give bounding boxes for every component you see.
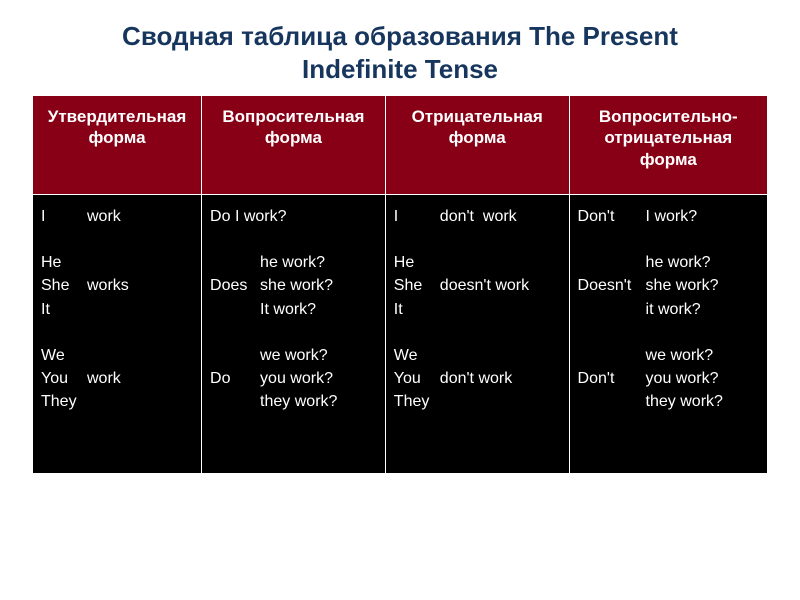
- q-i: Do I work?: [210, 205, 337, 228]
- table-body-row: I He She It We You They work: [33, 194, 768, 473]
- ni-dont-1: Don't: [578, 205, 636, 228]
- table-header-row: Утвердительная форма Вопросительная форм…: [33, 96, 768, 195]
- npr-he: He: [394, 251, 430, 274]
- q-she: she work?: [260, 274, 337, 297]
- ni-doesnt: Doesn't: [578, 274, 636, 297]
- pr-she: She: [41, 274, 77, 297]
- aux-does: Does: [210, 274, 250, 297]
- aff-pronouns: I He She It We You They: [41, 205, 77, 414]
- q-it: It work?: [260, 298, 337, 321]
- aux-dont-2: don't: [440, 370, 474, 387]
- nq-we: we work?: [646, 344, 723, 367]
- npr-we: We: [394, 344, 430, 367]
- header-negative: Отрицательная форма: [385, 96, 569, 195]
- pr-we: We: [41, 344, 77, 367]
- npr-you: You: [394, 367, 430, 390]
- ni-aux: Don't Doesn't Don't: [578, 205, 636, 414]
- q-you: you work?: [260, 367, 337, 390]
- slide-title: Сводная таблица образования The Present …: [32, 20, 768, 85]
- pr-they: They: [41, 390, 77, 413]
- q-we: we work?: [260, 344, 337, 367]
- cell-neg-interrogative: Don't Doesn't Don't I work?: [569, 194, 767, 473]
- aux-dont-1: don't: [440, 208, 474, 225]
- nv-work-3: work: [478, 370, 512, 387]
- title-line-1: Сводная таблица образования The Present: [122, 21, 678, 51]
- nq-they: they work?: [646, 390, 723, 413]
- nv-work-2: work: [495, 277, 529, 294]
- nq-it: it work?: [646, 298, 723, 321]
- aff-verbs: work works work: [87, 205, 129, 414]
- header-affirmative: Утвердительная форма: [33, 96, 202, 195]
- pr-you: You: [41, 367, 77, 390]
- cell-interrogative: Does Do Do I work? he work? she work? It…: [202, 194, 386, 473]
- npr-it: It: [394, 298, 430, 321]
- header-interrogative: Вопросительная форма: [202, 96, 386, 195]
- aux-do: Do: [210, 367, 250, 390]
- verb-works: works: [87, 274, 129, 297]
- neg-verbs: don't work doesn't work don't work: [440, 205, 529, 414]
- nq-i: I work?: [646, 205, 723, 228]
- nv-work-1: work: [483, 208, 517, 225]
- verb-work-2: work: [87, 367, 129, 390]
- int-phrases: Do I work? he work? she work? It work? w…: [260, 205, 337, 414]
- ni-phrases: I work? he work? she work? it work? we w…: [646, 205, 723, 414]
- pr-it: It: [41, 298, 77, 321]
- int-aux: Does Do: [210, 205, 250, 414]
- npr-they: They: [394, 390, 430, 413]
- summary-table: Утвердительная форма Вопросительная форм…: [32, 95, 768, 473]
- nq-she: she work?: [646, 274, 723, 297]
- q-they: they work?: [260, 390, 337, 413]
- header-neg-interrogative: Вопросительно-отрицательная форма: [569, 96, 767, 195]
- nq-you: you work?: [646, 367, 723, 390]
- verb-work-1: work: [87, 205, 129, 228]
- q-he: he work?: [260, 251, 337, 274]
- neg-pronouns: I He She It We You They: [394, 205, 430, 414]
- npr-i: I: [394, 205, 430, 228]
- cell-negative: I He She It We You They don't work: [385, 194, 569, 473]
- cell-affirmative: I He She It We You They work: [33, 194, 202, 473]
- title-line-2: Indefinite Tense: [302, 54, 498, 84]
- nq-he: he work?: [646, 251, 723, 274]
- pr-he: He: [41, 251, 77, 274]
- ni-dont-2: Don't: [578, 367, 636, 390]
- npr-she: She: [394, 274, 430, 297]
- pr-i: I: [41, 205, 77, 228]
- aux-doesnt: doesn't: [440, 277, 491, 294]
